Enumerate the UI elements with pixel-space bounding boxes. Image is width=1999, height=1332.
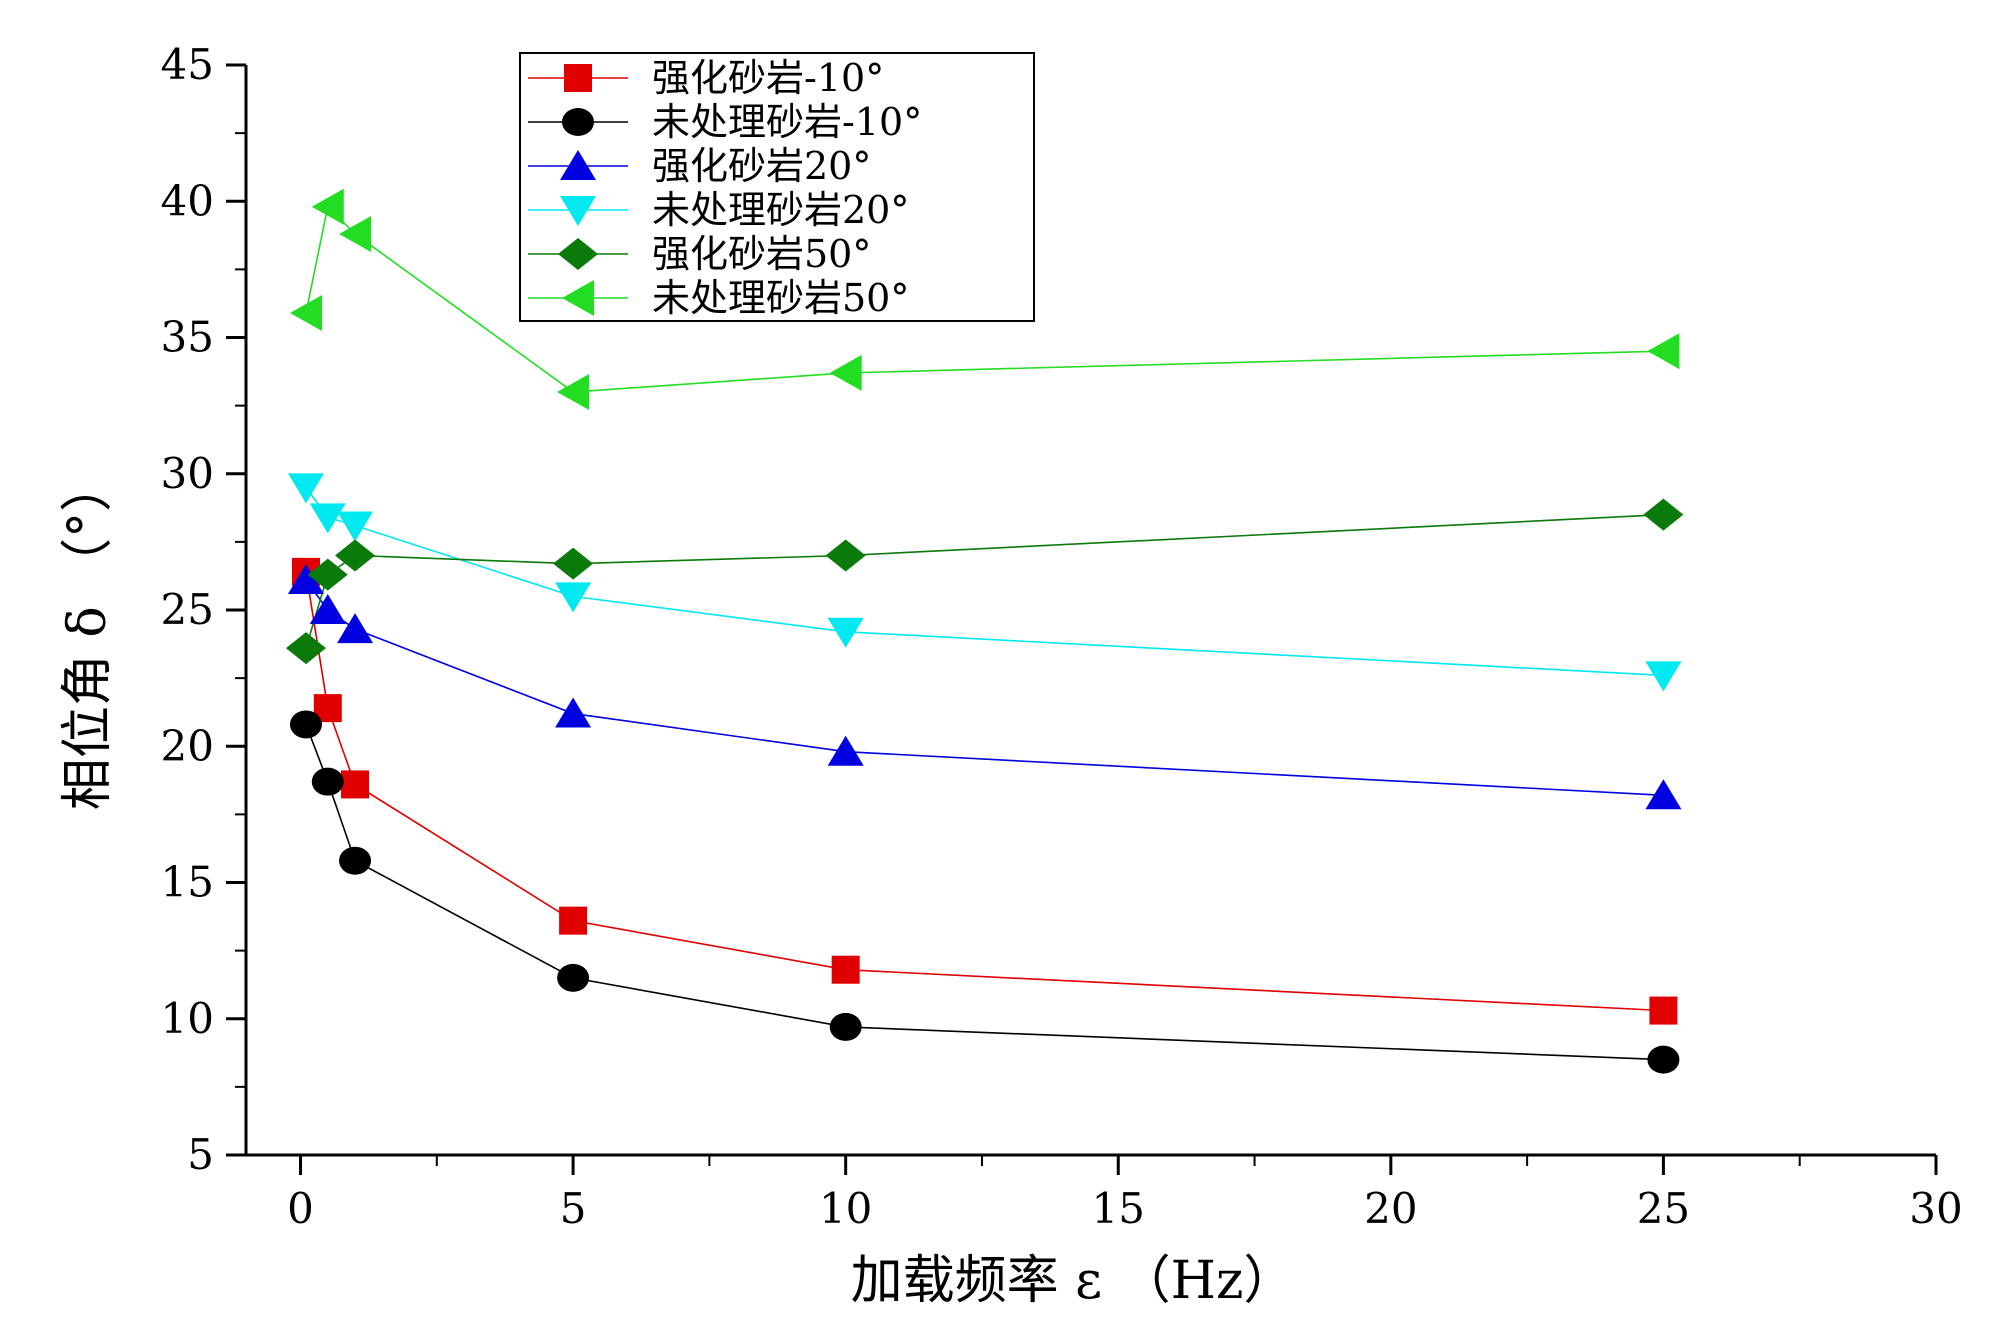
series-line-3 — [305, 579, 1664, 797]
data-point-3-4 — [555, 697, 592, 728]
data-point-5-5 — [825, 539, 866, 572]
x-tick-label: 0 — [287, 1184, 314, 1233]
data-point-5-6 — [1643, 498, 1684, 531]
data-point-4-2 — [309, 503, 346, 534]
legend-marker-5 — [558, 238, 598, 270]
x-tick-label: 5 — [560, 1184, 587, 1233]
y-tick-label: 30 — [161, 449, 214, 498]
data-point-6-4 — [557, 374, 590, 410]
series-line-1 — [305, 571, 1664, 1012]
y-tick-label: 10 — [161, 994, 214, 1043]
data-point-5-3 — [335, 539, 376, 572]
data-point-4-3 — [337, 511, 374, 542]
data-point-1-6 — [1649, 996, 1678, 1025]
data-point-2-1 — [289, 710, 322, 739]
y-tick-label: 25 — [161, 585, 214, 634]
ticks: 5 10 15 20 25 30 35 40 45 0 5 10 15 20 25 30 — [161, 40, 1963, 1233]
data-point-1-5 — [831, 955, 860, 984]
legend-label-5: 强化砂岩50° — [652, 232, 871, 276]
legend-label-4: 未处理砂岩20° — [652, 188, 909, 232]
y-tick-label: 5 — [187, 1130, 214, 1179]
y-tick-label: 35 — [161, 313, 214, 362]
y-tick-label: 20 — [161, 721, 214, 770]
data-point-4-1 — [287, 473, 324, 504]
data-point-2-4 — [557, 963, 590, 992]
y-tick-label: 15 — [161, 858, 214, 907]
data-point-2-6 — [1647, 1045, 1680, 1074]
legend-label-2: 未处理砂岩-10° — [652, 100, 922, 144]
y-tick-label: 45 — [161, 40, 214, 89]
data-point-3-3 — [337, 613, 374, 644]
legend-marker-1 — [564, 64, 592, 92]
data-point-3-1 — [287, 564, 324, 595]
legend-label-1: 强化砂岩-10° — [652, 56, 884, 100]
series-line-2 — [305, 724, 1664, 1061]
legend-marker-2 — [562, 108, 594, 136]
data-point-1-4 — [559, 906, 588, 935]
x-tick-label: 20 — [1364, 1184, 1417, 1233]
series-line-5 — [305, 513, 1664, 649]
data-point-5-2 — [307, 558, 348, 591]
x-tick-label: 15 — [1092, 1184, 1145, 1233]
data-point-6-2 — [311, 188, 344, 225]
legend-marker-3 — [560, 150, 596, 180]
legend: 强化砂岩-10°未处理砂岩-10°强化砂岩20°未处理砂岩20°强化砂岩50°未… — [519, 52, 1035, 322]
data-point-2-3 — [339, 846, 372, 875]
data-point-3-5 — [827, 735, 864, 766]
data-point-4-4 — [555, 582, 592, 613]
data-point-2-2 — [311, 767, 344, 796]
legend-box — [519, 52, 1035, 322]
data-point-4-5 — [827, 617, 864, 648]
data-point-3-6 — [1645, 779, 1682, 810]
x-tick-label: 25 — [1637, 1184, 1690, 1233]
data-point-3-2 — [309, 594, 346, 624]
series-line-6 — [305, 205, 1664, 393]
legend-items: 强化砂岩-10°未处理砂岩-10°强化砂岩20°未处理砂岩20°强化砂岩50°未… — [528, 56, 922, 320]
legend-marker-4 — [560, 196, 596, 226]
data-point-6-3 — [339, 215, 372, 252]
y-tick-label: 40 — [161, 176, 214, 225]
legend-marker-6 — [562, 280, 594, 316]
series-line-4 — [305, 486, 1664, 677]
data-point-6-5 — [829, 354, 862, 391]
data-point-4-6 — [1645, 661, 1682, 692]
data-point-5-1 — [285, 632, 326, 665]
data-point-6-1 — [289, 294, 322, 331]
x-tick-label: 10 — [819, 1184, 872, 1233]
legend-label-3: 强化砂岩20° — [652, 144, 871, 188]
plot-lines — [305, 205, 1664, 1061]
legend-label-6: 未处理砂岩50° — [652, 276, 909, 320]
y-axis-title: 相位角 δ （°） — [58, 460, 118, 810]
data-point-6-6 — [1647, 333, 1680, 370]
x-tick-label: 30 — [1909, 1184, 1962, 1233]
data-point-5-4 — [553, 547, 594, 580]
plot-markers — [285, 188, 1684, 1074]
axes — [244, 65, 1936, 1157]
x-axis-title: 加载频率 ε （Hz） — [851, 1251, 1296, 1311]
data-point-2-5 — [829, 1012, 862, 1041]
data-point-1-3 — [341, 770, 370, 799]
